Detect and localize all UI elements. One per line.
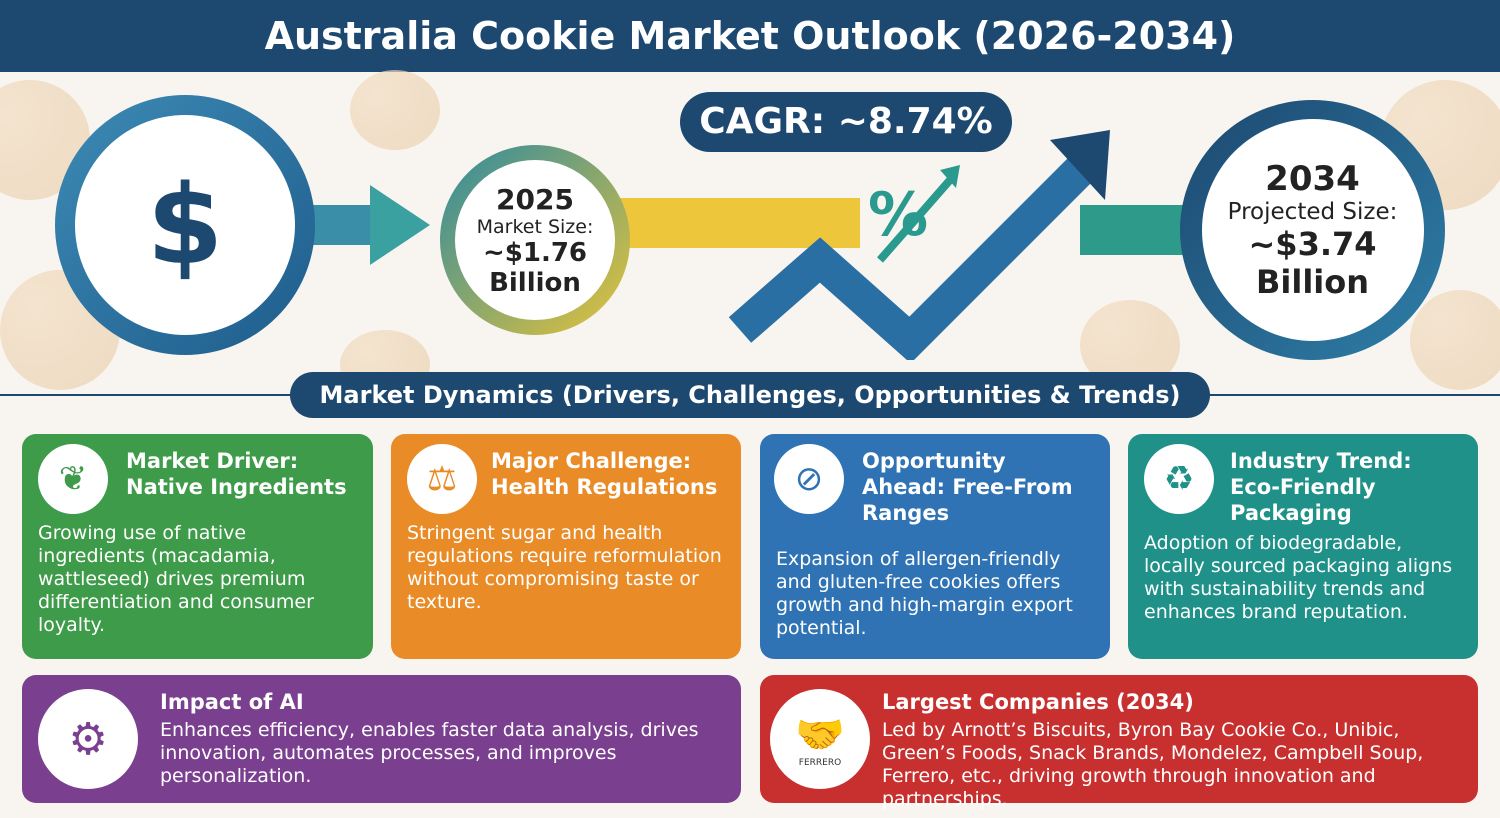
market-size-value: ~$1.76 [482,237,588,268]
card-impact-ai: ⚙ Impact of AI Enhances efficiency, enab… [22,675,741,803]
percent-icon: % [868,180,929,250]
sugar-cubes-scale-icon: ⚖ [407,444,477,514]
card-title: Opportunity Ahead: Free-From Ranges [862,449,1073,525]
card-title: Industry Trend: Eco-Friendly Packaging [1230,449,1412,525]
arrow-head [370,185,430,265]
dynamics-banner: Market Dynamics (Drivers, Challenges, Op… [290,372,1210,418]
card-opportunity: ⊘ Opportunity Ahead: Free-From Ranges Ex… [760,434,1110,659]
card-title: Market Driver: Native Ingredients [126,449,347,499]
card-text: Stringent sugar and health regulations r… [407,522,722,613]
page-title: Australia Cookie Market Outlook (2026-20… [0,0,1500,72]
card-title: Largest Companies (2034) [882,690,1194,714]
card-text: Adoption of biodegradable, locally sourc… [1144,532,1453,623]
projected-size-unit: Billion [1255,263,1370,301]
growth-arrow-icon [728,130,1110,360]
card-title: Impact of AI [160,690,304,714]
market-size-unit: Billion [489,267,581,298]
projected-size-label: Projected Size: [1227,199,1398,225]
dollar-kangaroo-circle: $ [55,95,315,355]
card-text: Expansion of allergen-friendly and glute… [776,548,1073,639]
card-text: Enhances efficiency, enables faster data… [160,719,699,787]
market-size-label: Market Size: [476,215,594,238]
cagr-badge: CAGR: ~8.74% [680,92,1012,152]
market-2034-circle: 2034 Projected Size: ~$3.74 Billion [1180,100,1445,360]
handshake-icon: 🤝 FERRERO [770,689,870,789]
dollar-kangaroo-icon: $ [146,161,224,289]
ai-brain-icon: ⚙ [38,689,138,789]
card-title: Major Challenge: Health Regulations [491,449,718,499]
macadamia-leaf-icon: ❦ [38,444,108,514]
logo-ferrero: FERRERO [798,757,842,768]
card-major-challenge: ⚖ Major Challenge: Health Regulations St… [391,434,741,659]
card-text: Led by Arnott’s Biscuits, Byron Bay Cook… [882,719,1424,810]
year-2025: 2025 [496,182,574,216]
projected-size-value: ~$3.74 [1248,225,1377,263]
card-market-driver: ❦ Market Driver: Native Ingredients Grow… [22,434,373,659]
yellow-band [600,198,860,248]
gluten-free-icon: ⊘ [774,444,844,514]
eco-box-icon: ♻ [1144,444,1214,514]
card-text: Growing use of native ingredients (macad… [38,522,314,636]
card-industry-trend: ♻ Industry Trend: Eco-Friendly Packaging… [1128,434,1478,659]
year-2034: 2034 [1265,159,1360,199]
card-largest-companies: 🤝 FERRERO Largest Companies (2034) Led b… [760,675,1478,810]
market-2025-circle: 2025 Market Size: ~$1.76 Billion [440,145,630,335]
